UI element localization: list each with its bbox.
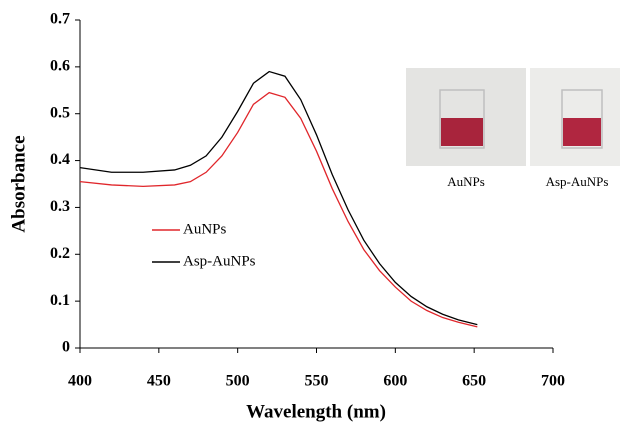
line-series [79,70,478,326]
photo-label: AuNPs [447,174,485,189]
photo-label: Asp-AuNPs [546,174,609,189]
y-tick-label: 0.5 [50,104,70,121]
solution [563,118,601,146]
photo-aunps [406,68,526,166]
y-tick-label: 0.4 [50,151,70,168]
beaker [439,89,485,149]
x-tick-label: 400 [68,373,92,390]
x-tick-label: 650 [462,373,486,390]
x-tick-label: 600 [383,373,407,390]
x-tick-label: 450 [147,373,171,390]
beaker [561,89,603,149]
y-tick-label: 0.2 [50,245,70,262]
x-axis-title: Wavelength (nm) [246,401,386,422]
x-tick-label: 550 [305,373,329,390]
solution [441,118,483,146]
y-tick-label: 0.1 [50,292,70,309]
y-tick-label: 0.7 [50,11,70,28]
y-axis-title: Absorbance [8,135,29,232]
line-series [79,91,478,328]
x-tick-label: 500 [226,373,250,390]
x-tick-label: 700 [541,373,565,390]
legend-label: AuNPs [183,221,227,237]
legend-label: Asp-AuNPs [183,253,256,269]
y-tick-label: 0.3 [50,198,70,215]
y-tick-label: 0.6 [50,58,70,75]
photo-asp-aunps [530,68,620,166]
y-tick-label: 0 [62,339,70,356]
inset-photos: AuNPs Asp-AuNPs [406,68,620,189]
